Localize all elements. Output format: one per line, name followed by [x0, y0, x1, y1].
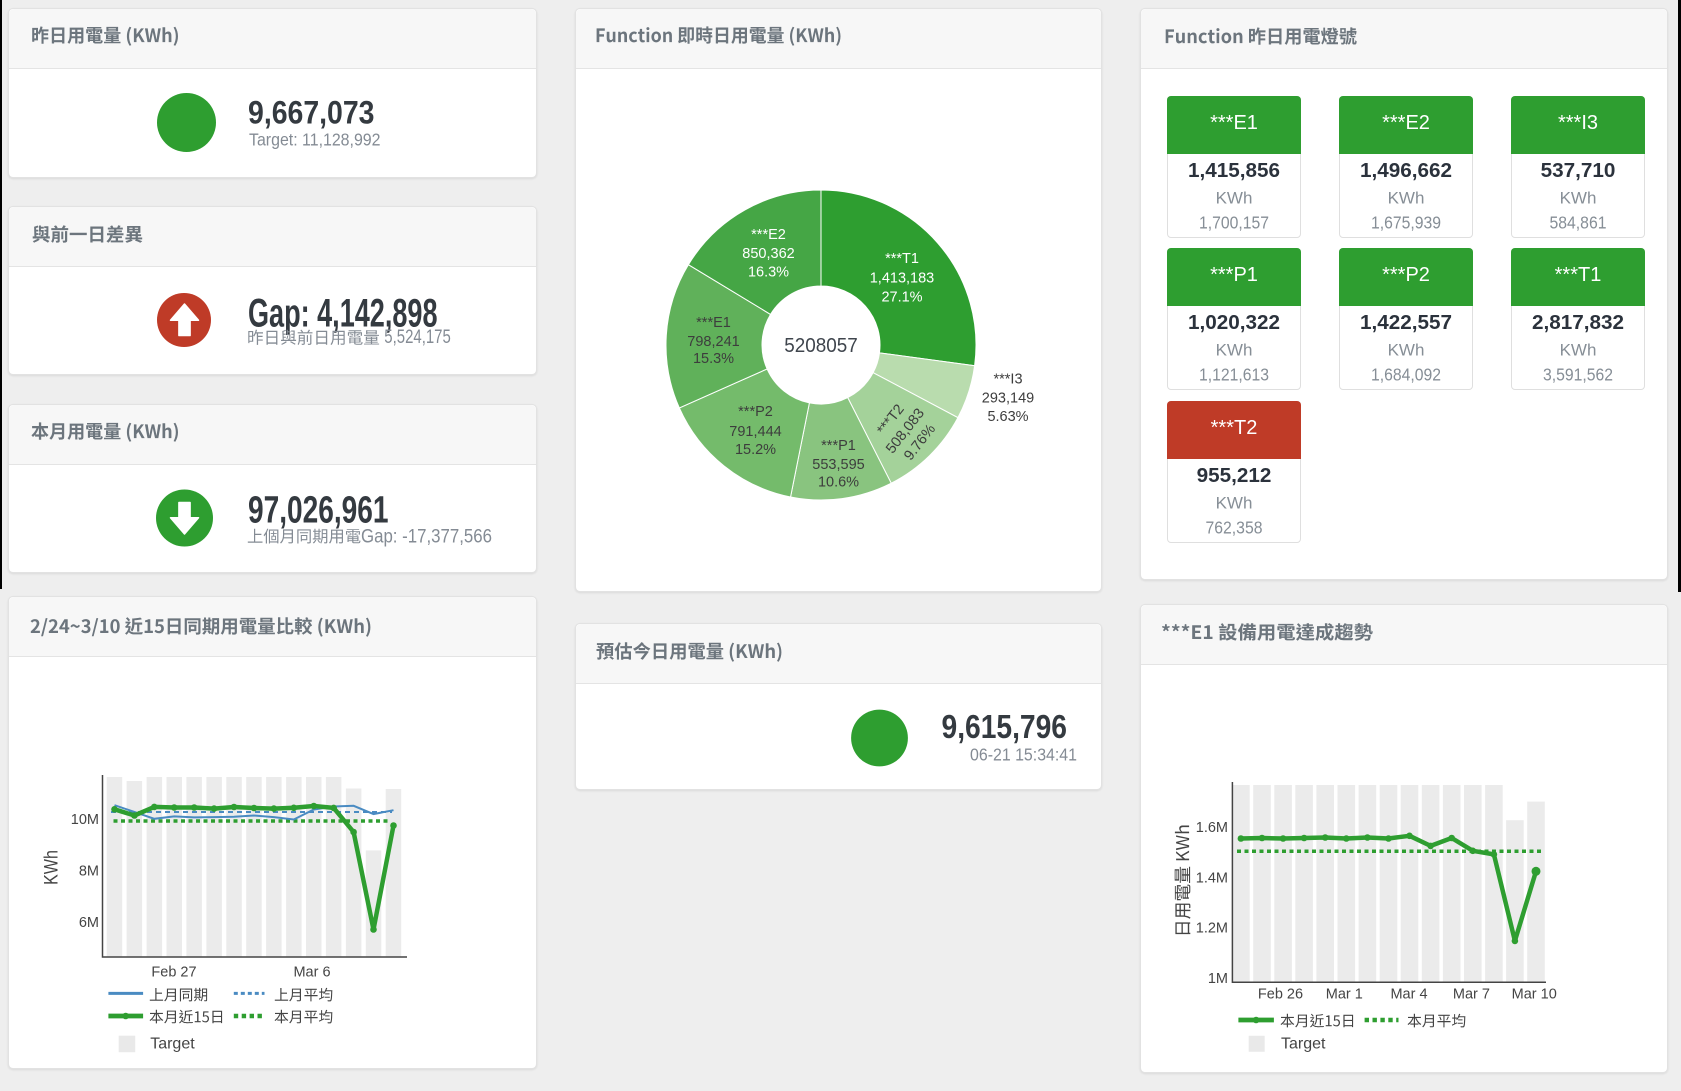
svg-text:1,675,939: 1,675,939 — [1371, 213, 1441, 233]
svg-text:KWh: KWh — [1216, 494, 1253, 513]
svg-text:1.6M: 1.6M — [1196, 820, 1228, 836]
svg-text:KWh: KWh — [1560, 341, 1597, 360]
svg-text:Feb 27: Feb 27 — [151, 965, 196, 981]
svg-text:1,684,092: 1,684,092 — [1371, 365, 1441, 385]
svg-text:KWh: KWh — [41, 850, 63, 885]
svg-text:***P1: ***P1 — [821, 438, 856, 454]
svg-text:16.3%: 16.3% — [748, 265, 789, 281]
svg-text:Mar 4: Mar 4 — [1390, 987, 1427, 1003]
svg-text:KWh: KWh — [1216, 341, 1253, 360]
svg-text:***E2: ***E2 — [751, 227, 786, 243]
svg-text:Mar 1: Mar 1 — [1326, 987, 1363, 1003]
svg-text:KWh: KWh — [1388, 189, 1425, 208]
svg-text:Target: 11,128,992: Target: 11,128,992 — [249, 130, 381, 150]
svg-text:Target: Target — [1281, 1036, 1326, 1053]
svg-text:1.4M: 1.4M — [1196, 871, 1228, 887]
svg-text:Gap: 4,142,898: Gap: 4,142,898 — [248, 292, 438, 336]
svg-text:27.1%: 27.1% — [881, 290, 922, 306]
svg-text:584,861: 584,861 — [1550, 213, 1607, 233]
svg-text:1,496,662: 1,496,662 — [1360, 159, 1452, 182]
svg-text:Feb 26: Feb 26 — [1258, 987, 1303, 1003]
svg-text:KWh: KWh — [1560, 189, 1597, 208]
svg-text:***T1: ***T1 — [1555, 264, 1602, 286]
svg-text:97,026,961: 97,026,961 — [248, 490, 389, 532]
svg-text:KWh: KWh — [1388, 341, 1425, 360]
svg-text:1,121,613: 1,121,613 — [1199, 365, 1269, 385]
svg-text:Mar 7: Mar 7 — [1453, 987, 1490, 1003]
svg-text:798,241: 798,241 — [687, 334, 739, 350]
svg-text:5,524,175: 5,524,175 — [384, 327, 451, 348]
svg-text:1,413,183: 1,413,183 — [870, 271, 935, 287]
svg-text:553,595: 553,595 — [812, 457, 864, 473]
svg-text:Gap: -17,377,566: Gap: -17,377,566 — [361, 526, 492, 547]
svg-text:5.63%: 5.63% — [987, 409, 1028, 425]
svg-text:***T2: ***T2 — [1211, 417, 1258, 439]
svg-text:***E2: ***E2 — [1382, 112, 1430, 134]
svg-text:Mar 6: Mar 6 — [293, 965, 330, 981]
svg-text:293,149: 293,149 — [982, 391, 1034, 407]
svg-text:537,710: 537,710 — [1541, 159, 1616, 182]
svg-text:8M: 8M — [79, 864, 99, 880]
svg-text:***I3: ***I3 — [1558, 112, 1598, 134]
svg-text:850,362: 850,362 — [742, 246, 794, 262]
svg-text:KWh: KWh — [1216, 189, 1253, 208]
svg-text:06-21 15:34:41: 06-21 15:34:41 — [970, 745, 1077, 765]
svg-text:1,020,322: 1,020,322 — [1188, 311, 1280, 334]
svg-text:***I3: ***I3 — [993, 372, 1022, 388]
svg-text:762,358: 762,358 — [1206, 518, 1263, 538]
svg-text:***T1: ***T1 — [885, 251, 919, 267]
svg-text:15.2%: 15.2% — [735, 442, 776, 458]
svg-text:9,615,796: 9,615,796 — [942, 708, 1068, 745]
svg-text:Target: Target — [150, 1035, 195, 1052]
svg-text:3,591,562: 3,591,562 — [1543, 365, 1613, 385]
svg-text:Mar 10: Mar 10 — [1512, 987, 1557, 1003]
svg-text:10.6%: 10.6% — [818, 475, 859, 491]
svg-text:955,212: 955,212 — [1197, 464, 1272, 487]
svg-text:9,667,073: 9,667,073 — [248, 94, 375, 130]
svg-text:***P1: ***P1 — [1210, 264, 1258, 286]
svg-text:***E1: ***E1 — [696, 315, 731, 331]
svg-text:***E1: ***E1 — [1210, 112, 1258, 134]
svg-text:***P2: ***P2 — [1382, 264, 1430, 286]
svg-text:5208057: 5208057 — [784, 335, 858, 357]
svg-text:10M: 10M — [71, 812, 99, 828]
svg-text:791,444: 791,444 — [729, 424, 781, 440]
svg-text:15.3%: 15.3% — [693, 351, 734, 367]
svg-text:1,422,557: 1,422,557 — [1360, 311, 1452, 334]
svg-text:2,817,832: 2,817,832 — [1532, 311, 1624, 334]
svg-text:1.2M: 1.2M — [1196, 921, 1228, 937]
svg-text:1,415,856: 1,415,856 — [1188, 159, 1280, 182]
svg-text:1M: 1M — [1208, 971, 1228, 987]
svg-text:***P2: ***P2 — [738, 404, 773, 420]
svg-text:1,700,157: 1,700,157 — [1199, 213, 1269, 233]
svg-text:6M: 6M — [79, 915, 99, 931]
